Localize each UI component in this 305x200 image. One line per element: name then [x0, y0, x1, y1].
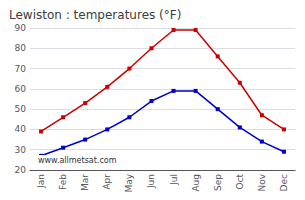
svg-text:Oct: Oct [235, 174, 245, 190]
svg-text:www.allmetsat.com: www.allmetsat.com [38, 156, 117, 165]
svg-text:Jul: Jul [169, 174, 179, 186]
svg-text:70: 70 [15, 64, 27, 74]
svg-text:Aug: Aug [191, 174, 201, 192]
svg-text:Lewiston : temperatures (°F): Lewiston : temperatures (°F) [9, 8, 181, 22]
svg-text:30: 30 [15, 145, 27, 155]
svg-text:90: 90 [15, 23, 27, 33]
svg-text:80: 80 [15, 43, 27, 53]
svg-text:Apr: Apr [102, 174, 112, 190]
svg-text:60: 60 [15, 84, 27, 94]
svg-text:Jun: Jun [146, 174, 156, 189]
svg-text:Dec: Dec [279, 174, 289, 191]
svg-text:Jan: Jan [36, 174, 46, 189]
svg-text:Nov: Nov [257, 173, 267, 191]
svg-text:May: May [124, 173, 134, 192]
svg-text:40: 40 [15, 124, 27, 134]
svg-text:50: 50 [15, 104, 27, 114]
svg-text:Feb: Feb [58, 174, 68, 190]
svg-text:Sep: Sep [213, 174, 223, 191]
svg-text:20: 20 [15, 165, 27, 175]
svg-text:Mar: Mar [80, 174, 90, 191]
